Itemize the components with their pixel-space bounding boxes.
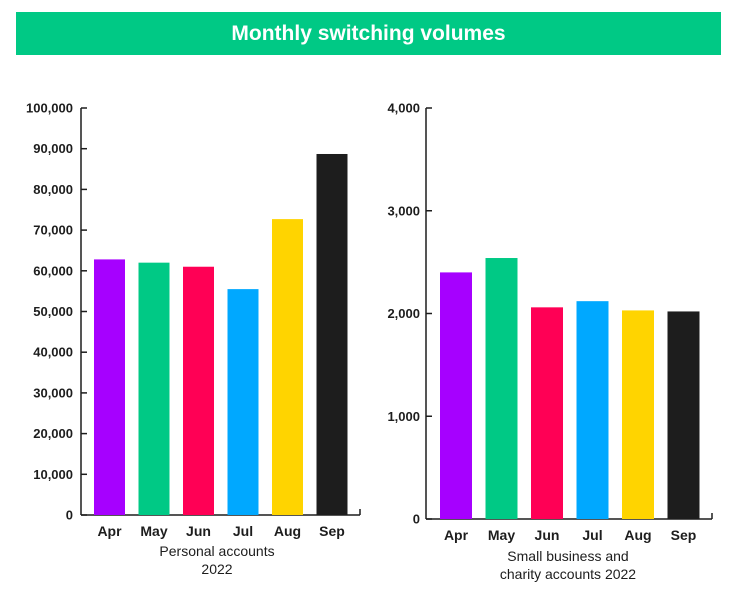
personal-x-tick-label: Sep [319,523,345,539]
personal-bar-apr [94,259,125,515]
business-x-axis-title: Small business and [507,548,628,564]
personal-bar-may [138,262,170,515]
personal-x-axis-title: 2022 [201,561,232,577]
personal-x-tick-label: May [140,523,167,539]
personal-bar-aug [272,219,303,515]
personal-x-tick-label: Aug [274,523,301,539]
personal-y-tick-label: 60,000 [33,263,73,278]
personal-y-tick-label: 40,000 [33,345,73,360]
business-x-tick-label: Apr [444,527,469,543]
personal-y-tick-label: 80,000 [33,182,73,197]
business-y-tick-label: 3,000 [387,203,420,218]
business-bar-apr [440,272,472,519]
personal-x-axis-title: Personal accounts [159,543,274,559]
personal-y-tick-label: 20,000 [33,426,73,441]
business-bar-jul [576,301,609,519]
business-y-tick-label: 2,000 [387,306,420,321]
chart-title: Monthly switching volumes [231,21,506,45]
business-x-tick-label: May [488,527,515,543]
personal-x-tick-label: Apr [97,523,122,539]
business-x-tick-label: Jun [535,527,560,543]
personal-y-tick-label: 90,000 [33,141,73,156]
business-x-tick-label: Aug [624,527,651,543]
personal-y-tick-label: 0 [66,508,73,523]
chart-title-banner: Monthly switching volumes [16,12,721,55]
personal-y-tick-label: 30,000 [33,385,73,400]
personal-bar-sep [316,153,348,515]
personal-x-tick-label: Jun [186,523,211,539]
personal-x-tick-label: Jul [233,523,253,539]
business-x-tick-label: Jul [582,527,602,543]
personal-bar-jul [227,289,259,515]
business-bar-sep [667,311,700,519]
personal-y-tick-label: 50,000 [33,304,73,319]
business-bar-aug [622,310,654,519]
business-y-tick-label: 4,000 [387,101,420,116]
business-bar-jun [531,307,563,519]
business-y-tick-label: 1,000 [387,409,420,424]
personal-y-tick-label: 70,000 [33,223,73,238]
business-x-tick-label: Sep [671,527,697,543]
business-y-tick-label: 0 [413,512,420,527]
business-x-axis-title: charity accounts 2022 [500,566,636,582]
personal-bar-jun [183,266,214,515]
business-bar-may [485,258,518,519]
personal-y-tick-label: 10,000 [33,467,73,482]
personal-y-tick-label: 100,000 [26,101,73,116]
